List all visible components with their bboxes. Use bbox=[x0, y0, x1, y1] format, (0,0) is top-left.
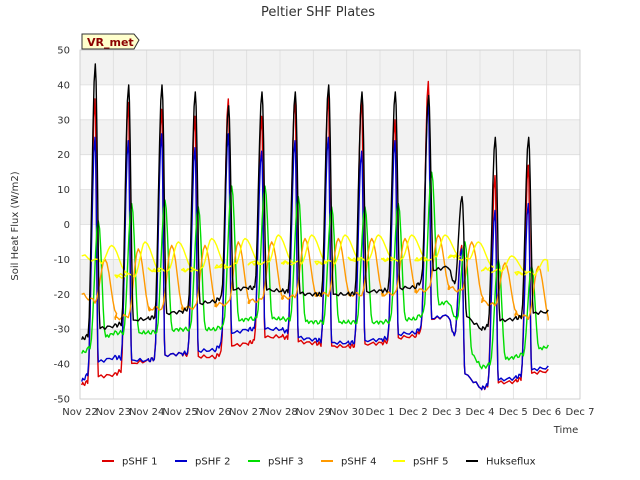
legend-label: Hukseflux bbox=[486, 457, 536, 468]
plot-band bbox=[80, 50, 580, 85]
y-tick-label: 0 bbox=[64, 220, 70, 231]
legend-label: pSHF 3 bbox=[268, 457, 304, 468]
x-tick-label: Nov 26 bbox=[196, 407, 231, 418]
x-tick-label: Nov 25 bbox=[162, 407, 197, 418]
series-line-pshf-2 bbox=[81, 101, 549, 391]
y-tick-label: 10 bbox=[57, 185, 70, 196]
series-line-hukseflux bbox=[81, 63, 549, 341]
legend-label: pSHF 1 bbox=[122, 457, 158, 468]
x-tick-label: Nov 28 bbox=[262, 407, 297, 418]
plot-band bbox=[80, 364, 580, 399]
legend-label: pSHF 5 bbox=[413, 457, 449, 468]
legend-label: pSHF 2 bbox=[195, 457, 231, 468]
x-tick-label: Nov 23 bbox=[96, 407, 131, 418]
x-tick-label: Dec 5 bbox=[499, 407, 528, 418]
x-tick-label: Nov 27 bbox=[229, 407, 264, 418]
x-tick-label: Nov 22 bbox=[62, 407, 97, 418]
y-tick-label: 30 bbox=[57, 115, 70, 126]
x-tick-label: Dec 3 bbox=[432, 407, 461, 418]
y-tick-label: -40 bbox=[54, 360, 70, 371]
plot-frame bbox=[79, 49, 581, 400]
badge-shape bbox=[81, 33, 140, 50]
y-tick-label: -10 bbox=[54, 255, 70, 266]
badge-label: VR_met bbox=[87, 36, 134, 49]
series-layer bbox=[81, 63, 549, 391]
x-tick-label: Dec 2 bbox=[399, 407, 428, 418]
y-tick-label: 20 bbox=[57, 150, 70, 161]
legend-label: pSHF 4 bbox=[341, 457, 377, 468]
chart-title: Peltier SHF Plates bbox=[261, 5, 375, 20]
y-tick-label: 50 bbox=[57, 46, 70, 57]
y-tick-label: -30 bbox=[54, 325, 70, 336]
y-tick-label: 40 bbox=[57, 80, 70, 91]
y-axis-ticks: -50 -40 -30 -20 -10 0 10 20 30 40 50 bbox=[54, 46, 70, 406]
x-axis-title: Time bbox=[553, 425, 578, 436]
x-tick-label: Nov 24 bbox=[129, 407, 164, 418]
x-tick-label: Dec 7 bbox=[566, 407, 595, 418]
y-axis-title: Soil Heat Flux (W/m2) bbox=[10, 171, 21, 280]
y-tick-label: -20 bbox=[54, 290, 70, 301]
vr-met-badge: VR_met bbox=[81, 33, 140, 50]
series-line-pshf-3 bbox=[81, 171, 549, 370]
y-tick-label: -50 bbox=[54, 395, 70, 406]
legend: pSHF 1 pSHF 2 pSHF 3 pSHF 4 pSHF 5 Hukseflux bbox=[102, 457, 536, 468]
x-tick-label: Dec 1 bbox=[366, 407, 395, 418]
x-tick-label: Dec 4 bbox=[466, 407, 495, 418]
x-tick-label: Dec 6 bbox=[532, 407, 561, 418]
series-line-pshf-5 bbox=[81, 234, 549, 279]
x-tick-label: Nov 29 bbox=[296, 407, 331, 418]
x-tick-label: Nov 30 bbox=[329, 407, 364, 418]
